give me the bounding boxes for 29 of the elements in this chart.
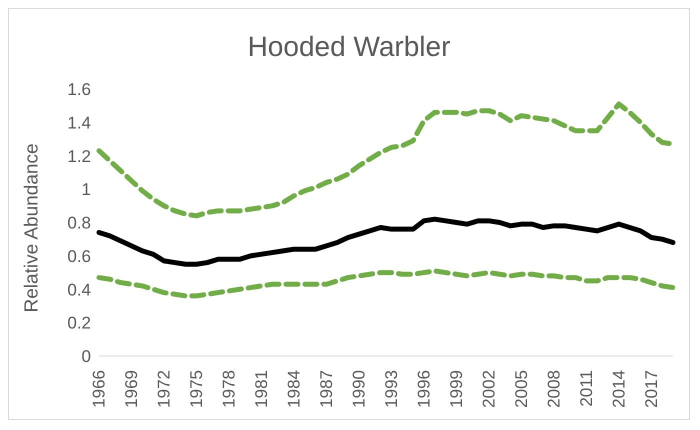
x-tick-label: 2014	[609, 370, 628, 408]
x-tick-label: 1999	[446, 370, 466, 408]
x-tick-label: 2017	[642, 370, 661, 408]
y-tick-label: 1.2	[67, 146, 91, 166]
x-tick-label: 1993	[382, 370, 401, 408]
x-tick-label: 1972	[154, 370, 174, 408]
x-tick-label: 1966	[90, 370, 108, 408]
x-tick-label: 1975	[186, 370, 206, 408]
y-axis-title: Relative Abundance	[22, 143, 43, 312]
x-tick-label: 2008	[544, 370, 564, 408]
chart-title: Hooded Warbler	[246, 31, 452, 64]
x-tick-label: 1969	[122, 370, 141, 408]
y-tick-label: 0	[82, 347, 91, 366]
x-tick-label: 1978	[219, 370, 238, 408]
x-tick-label: 1981	[252, 370, 271, 408]
y-tick-label: 0.4	[67, 280, 91, 300]
y-tick-label: 1.6	[67, 80, 91, 100]
x-tick-label: 2002	[479, 370, 498, 408]
x-tick-label: 1987	[316, 370, 336, 408]
y-tick-label: 0.8	[67, 214, 91, 233]
x-tick-label: 1996	[414, 370, 434, 408]
x-tick-label: 2005	[512, 370, 531, 408]
x-tick-label: 2011	[576, 370, 596, 407]
x-tick-label: 1984	[284, 370, 304, 408]
y-tick-label: 0.6	[67, 246, 91, 266]
x-tick-label: 1990	[349, 370, 368, 408]
y-tick-label: 1.4	[67, 113, 91, 132]
y-tick-label: 0.2	[67, 314, 91, 333]
y-tick-label: 1	[82, 180, 91, 200]
